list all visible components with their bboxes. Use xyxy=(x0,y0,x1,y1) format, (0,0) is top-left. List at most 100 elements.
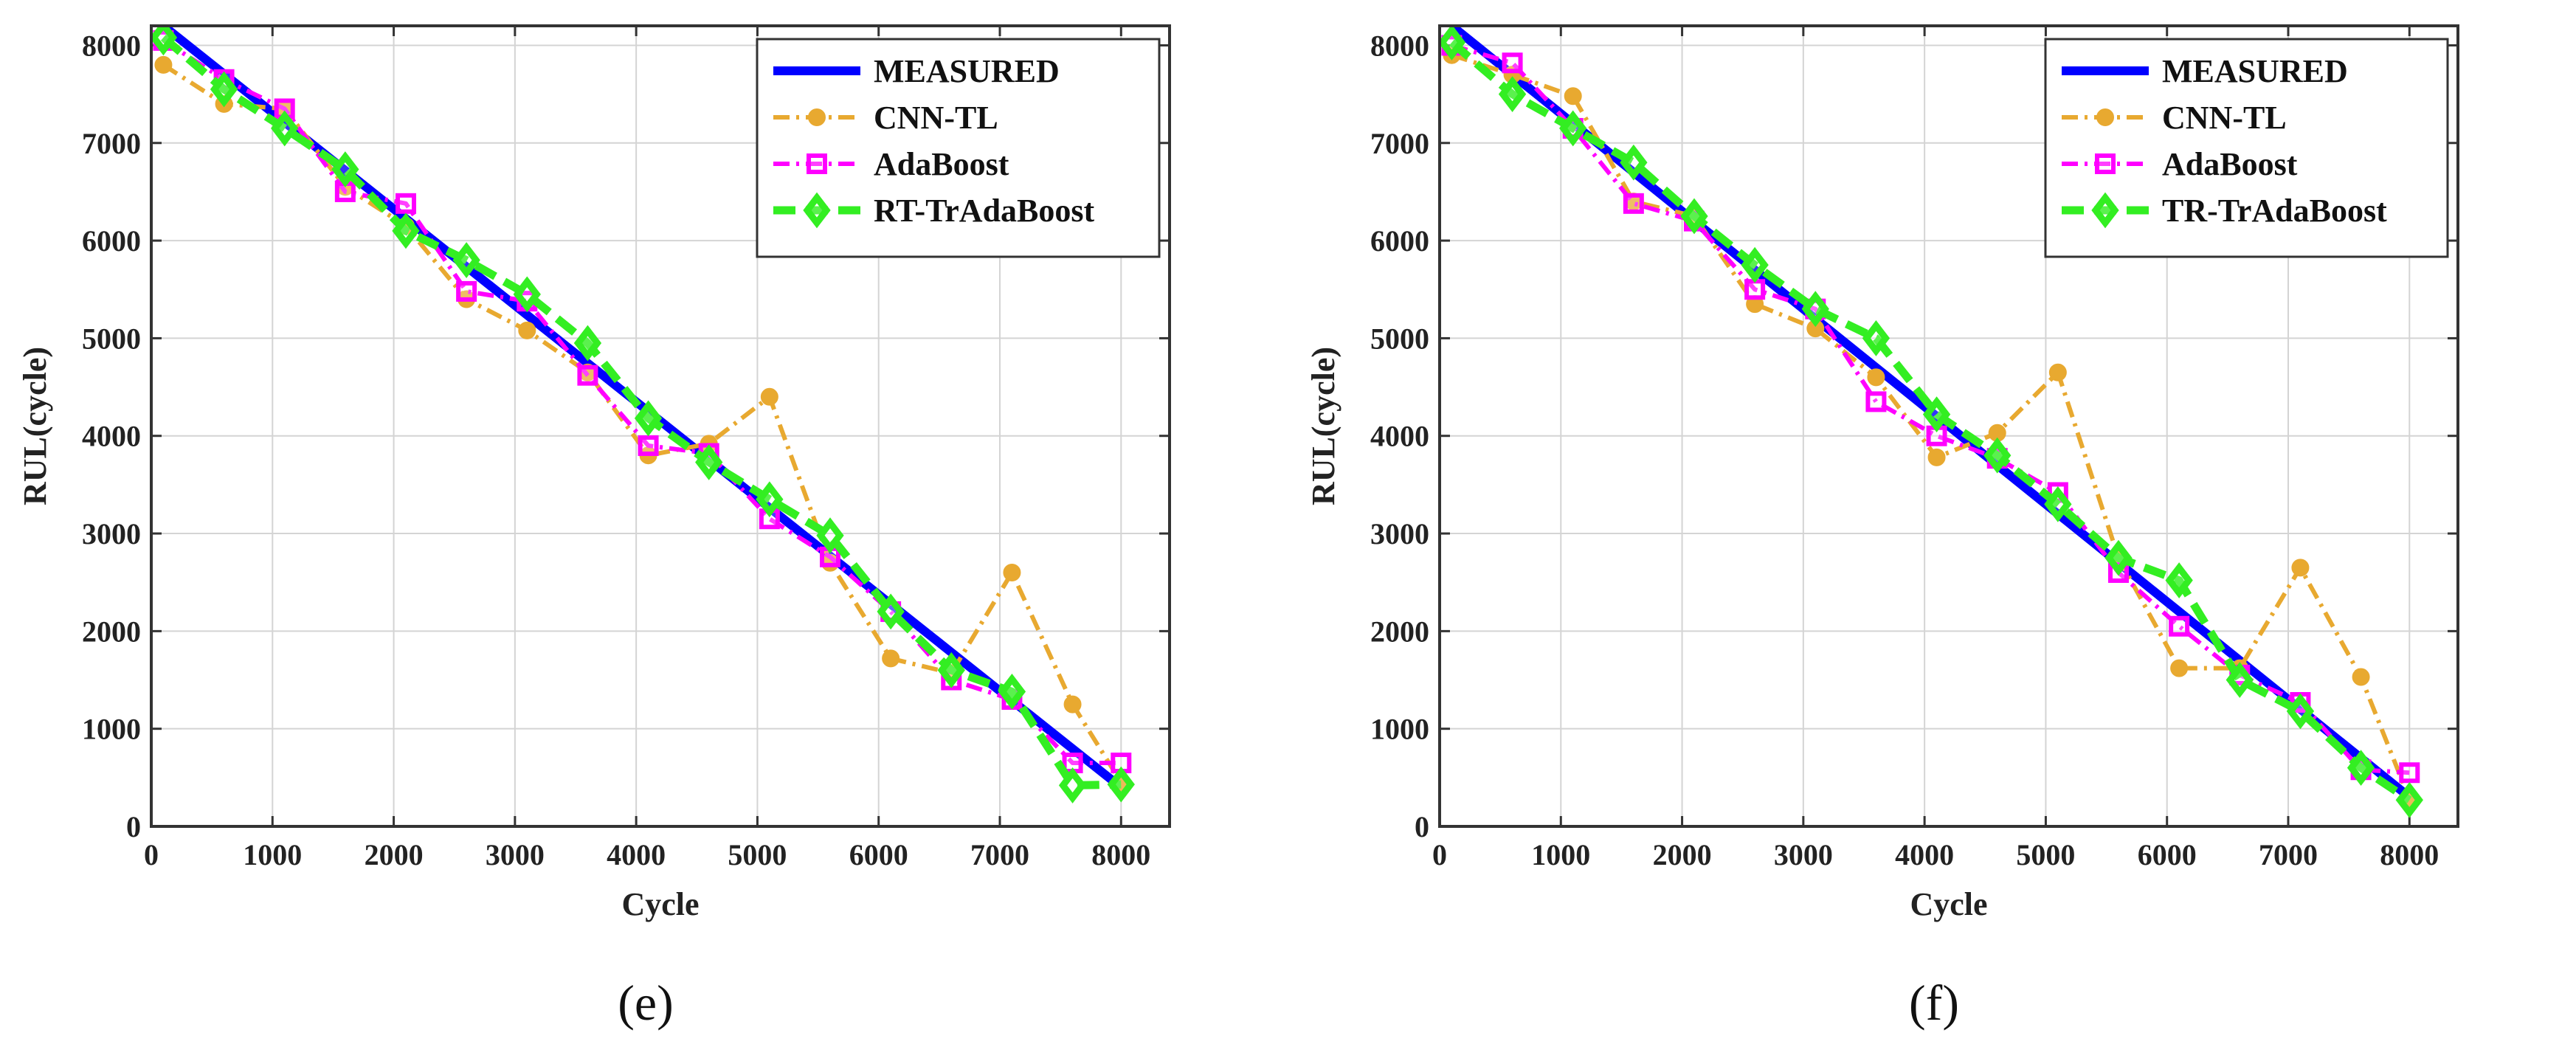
marker-point xyxy=(1927,448,1946,466)
series-line xyxy=(1451,43,2410,775)
x-tick-label: 6000 xyxy=(849,838,908,871)
marker-point xyxy=(513,276,541,313)
marker-point xyxy=(1862,320,1890,356)
marker-point xyxy=(2044,486,2072,522)
marker-point xyxy=(1440,26,1466,61)
y-tick-label: 5000 xyxy=(82,322,141,355)
marker-point xyxy=(2048,363,2067,381)
marker-point xyxy=(1620,144,1648,181)
marker-point xyxy=(1003,563,1021,581)
y-tick-label: 8000 xyxy=(1370,29,1429,62)
chart-f: 0 1000 2000 3000 4000 5000 6000 7000 8000 0 1000 20… xyxy=(1305,24,2459,1031)
marker-point xyxy=(807,153,827,174)
panel-f: 0 1000 2000 3000 4000 5000 6000 7000 8000 0 1000 20… xyxy=(1288,0,2576,1047)
legend-entry: AdaBoost xyxy=(2062,146,2298,182)
marker-point xyxy=(573,325,602,362)
panel-caption: (f) xyxy=(1909,975,1959,1031)
x-tick-label: 5000 xyxy=(2016,838,2075,871)
x-tick-label: 1000 xyxy=(1531,838,1590,871)
marker-point xyxy=(396,193,416,214)
marker-point xyxy=(2170,659,2189,677)
x-axis-label: Cycle xyxy=(621,886,699,922)
y-axis: 0 1000 2000 3000 4000 5000 6000 7000 8000 xyxy=(82,29,1170,843)
marker-point xyxy=(577,364,598,386)
legend-label: RT-TrAdaBoost xyxy=(874,193,1095,229)
x-axis-label: Cycle xyxy=(1910,886,1987,922)
marker-point xyxy=(2095,153,2116,174)
x-tick-label: 7000 xyxy=(2259,838,2318,871)
x-tick-label: 1000 xyxy=(243,838,302,871)
marker-point xyxy=(2286,693,2315,730)
axes-box xyxy=(150,24,1171,828)
marker-point xyxy=(1865,391,1887,412)
marker-point xyxy=(271,110,299,147)
x-axis: 0 1000 2000 3000 4000 5000 6000 7000 8000 xyxy=(1432,26,2439,871)
marker-point xyxy=(882,649,900,668)
marker-point xyxy=(1623,193,1644,214)
marker-point xyxy=(2399,762,2420,784)
marker-point xyxy=(1058,767,1087,804)
marker-point xyxy=(1744,279,1766,300)
x-tick-label: 3000 xyxy=(1774,838,1833,871)
series-line xyxy=(1448,39,2412,804)
marker-point xyxy=(2347,750,2375,787)
marker-point xyxy=(2104,539,2133,576)
marker-point xyxy=(452,242,480,278)
marker-point xyxy=(2352,668,2370,686)
marker-point xyxy=(638,435,659,456)
y-tick-label: 3000 xyxy=(1370,517,1429,550)
legend-entry: AdaBoost xyxy=(773,146,1009,182)
y-tick-label: 2000 xyxy=(1370,615,1429,648)
legend-entry: MEASURED xyxy=(2062,53,2348,89)
legend-label: MEASURED xyxy=(2162,53,2348,89)
x-tick-label: 8000 xyxy=(1091,838,1150,871)
marker-point xyxy=(808,108,826,126)
marker-point xyxy=(760,387,778,406)
marker-point xyxy=(2291,559,2310,577)
marker-point xyxy=(331,151,359,187)
legend: MEASURED CNN-TL AdaBoost TR-TrAdaBoost xyxy=(2044,38,2449,258)
marker-point xyxy=(1867,368,1885,387)
marker-point xyxy=(2169,615,2190,637)
y-tick-label: 8000 xyxy=(82,29,141,62)
x-tick-label: 8000 xyxy=(2380,838,2439,871)
marker-point xyxy=(1922,396,1951,433)
marker-point xyxy=(2165,562,2193,598)
legend-label: CNN-TL xyxy=(2162,100,2287,136)
legend-label: CNN-TL xyxy=(874,100,998,136)
series-line xyxy=(162,38,1122,765)
marker-point xyxy=(877,593,905,630)
marker-point xyxy=(695,444,723,480)
x-tick-label: 3000 xyxy=(486,838,545,871)
marker-point xyxy=(634,400,663,437)
marker-point xyxy=(2091,192,2119,229)
marker-point xyxy=(2096,108,2114,126)
x-tick-label: 6000 xyxy=(2138,838,2197,871)
marker-point xyxy=(1983,437,2012,474)
x-tick-label: 4000 xyxy=(607,838,666,871)
marker-point xyxy=(1564,87,1582,106)
y-tick-label: 7000 xyxy=(1370,127,1429,160)
marker-point xyxy=(998,673,1026,710)
legend-entry: CNN-TL xyxy=(773,100,998,136)
legend-label: MEASURED xyxy=(874,53,1060,89)
y-tick-label: 3000 xyxy=(82,517,141,550)
y-tick-label: 7000 xyxy=(82,127,141,160)
series-layer xyxy=(151,26,1135,804)
marker-point xyxy=(151,26,178,56)
y-axis: 0 1000 2000 3000 4000 5000 6000 7000 8000 xyxy=(1370,29,2458,843)
marker-point xyxy=(803,192,831,229)
panel-caption: (e) xyxy=(618,975,673,1031)
series-rt-tradaboost xyxy=(151,26,1135,804)
marker-point xyxy=(154,55,173,74)
series-line xyxy=(160,34,1122,789)
x-tick-label: 2000 xyxy=(365,838,424,871)
legend: MEASURED CNN-TL AdaBoost RT-TrAdaBoost xyxy=(756,38,1161,258)
y-tick-label: 6000 xyxy=(82,224,141,258)
x-tick-label: 0 xyxy=(144,838,159,871)
legend-entry: TR-TrAdaBoost xyxy=(2062,192,2387,229)
panel-e: 0 1000 2000 3000 4000 5000 6000 7000 8000 0 1000 20… xyxy=(17,24,1171,1031)
y-axis-label: RUL(cycle) xyxy=(1305,347,1341,505)
x-tick-label: 0 xyxy=(1432,838,1447,871)
chart-e: 0 1000 2000 3000 4000 5000 6000 7000 8000 0 1000 20… xyxy=(17,24,1171,1031)
